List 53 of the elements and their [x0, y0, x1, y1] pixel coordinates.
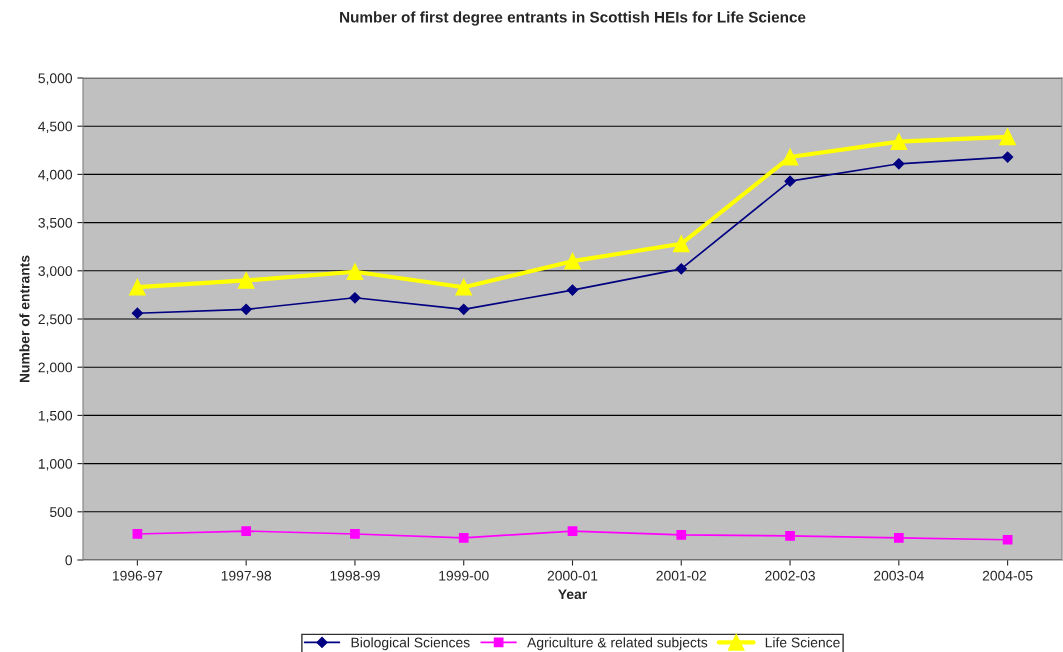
- point: [458, 532, 469, 543]
- x-tick-label: 1996-97: [112, 570, 163, 581]
- point: [237, 272, 255, 289]
- x-tick-label: 2001-02: [656, 570, 707, 581]
- point: [890, 133, 908, 150]
- point: [241, 526, 252, 536]
- point: [1002, 534, 1013, 545]
- x-axis-title: Year: [558, 589, 587, 600]
- point: [893, 532, 904, 543]
- x-tick-label: 1999-00: [439, 570, 489, 581]
- y-tick-label: 3,000: [38, 266, 73, 278]
- x-tick-label: 1998-99: [330, 570, 380, 581]
- y-tick-label: 3,500: [38, 217, 73, 230]
- y-tick-label: 1,000: [38, 458, 73, 471]
- point: [349, 292, 361, 304]
- point: [784, 175, 796, 187]
- point: [458, 303, 470, 315]
- point: [564, 252, 581, 270]
- point: [675, 263, 687, 275]
- x-tick-label: 2004-05: [982, 570, 1033, 581]
- y-tick-label: 2,500: [38, 314, 73, 326]
- point: [567, 526, 578, 536]
- x-tick-label: 2002-03: [765, 570, 815, 581]
- point: [999, 128, 1016, 146]
- point: [132, 529, 143, 539]
- point: [566, 284, 579, 296]
- point: [455, 278, 473, 296]
- point: [240, 303, 252, 315]
- y-axis-title: Number of entrants: [19, 255, 30, 383]
- y-tick-label: 2,000: [38, 362, 73, 375]
- point: [893, 158, 905, 170]
- point: [1002, 151, 1014, 163]
- x-tick-label: 1997-98: [221, 570, 272, 581]
- chart-title: Number of first degree entrants in Scottish HEIs for Life Science: [340, 11, 806, 26]
- point: [676, 530, 687, 540]
- legend-label: Agriculture & related subjects: [527, 637, 708, 651]
- y-tick-label: 1,500: [38, 410, 73, 423]
- point: [785, 531, 795, 541]
- point: [350, 529, 360, 539]
- point: [781, 148, 799, 166]
- y-tick-label: 4,000: [38, 169, 73, 182]
- y-tick-label: 500: [49, 507, 73, 517]
- point: [672, 235, 690, 253]
- x-tick-label: 2003-04: [874, 570, 924, 581]
- legend-label: Biological Sciences: [351, 637, 470, 651]
- y-tick-label: 4,500: [38, 121, 73, 134]
- y-tick-label: 5,000: [38, 73, 73, 85]
- point: [129, 278, 146, 296]
- y-tick-label: 0: [65, 555, 73, 566]
- point: [346, 263, 364, 281]
- point: [131, 307, 143, 319]
- x-tick-label: 2000-01: [547, 570, 598, 581]
- legend-label: Life Science: [765, 637, 840, 648]
